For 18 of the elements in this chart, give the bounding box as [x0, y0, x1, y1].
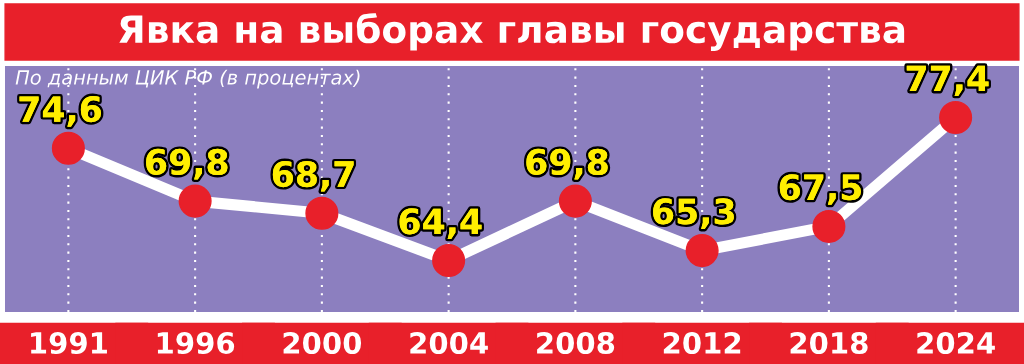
x-tick-label: 1991 [31, 331, 107, 355]
data-label: 67,5 [779, 174, 861, 205]
data-label: 77,4 [906, 65, 989, 96]
data-label: 69,8 [526, 148, 608, 180]
x-tick-label: 2004 [410, 331, 488, 355]
x-tick-label: 2018 [790, 331, 868, 355]
data-label: 68,7 [272, 160, 354, 192]
data-label: 69,8 [146, 148, 228, 180]
x-tick-label: 2008 [537, 331, 615, 355]
chart-subtitle: По данным ЦИК РФ (в процентах) [15, 69, 360, 89]
x-tick-label: 1996 [157, 331, 235, 355]
x-tick-label: 2024 [917, 331, 995, 355]
x-tick-label: 2012 [663, 331, 741, 355]
chart-title: Явка на выборах главы государства [119, 13, 905, 51]
data-label: 74,6 [19, 96, 102, 127]
data-label: 64,4 [399, 208, 482, 239]
x-tick-label: 2000 [283, 331, 362, 355]
data-label: 65,3 [653, 198, 734, 230]
